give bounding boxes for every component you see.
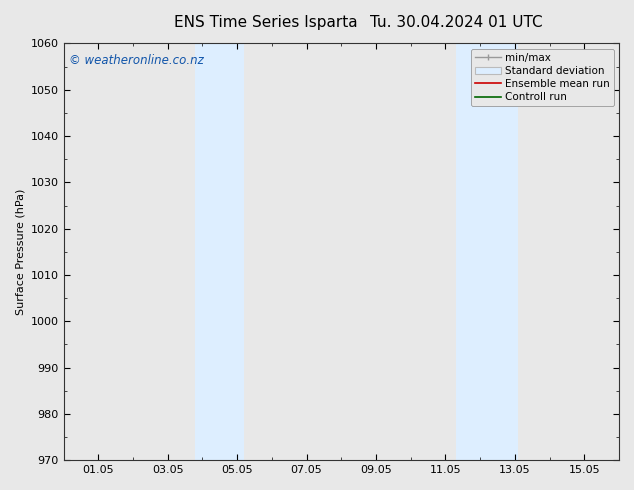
Text: ENS Time Series Isparta: ENS Time Series Isparta	[174, 15, 358, 30]
Text: © weatheronline.co.nz: © weatheronline.co.nz	[69, 54, 204, 67]
Y-axis label: Surface Pressure (hPa): Surface Pressure (hPa)	[15, 189, 25, 315]
Legend: min/max, Standard deviation, Ensemble mean run, Controll run: min/max, Standard deviation, Ensemble me…	[470, 49, 614, 106]
Bar	[456, 44, 519, 460]
Text: Tu. 30.04.2024 01 UTC: Tu. 30.04.2024 01 UTC	[370, 15, 543, 30]
Bar	[195, 44, 244, 460]
